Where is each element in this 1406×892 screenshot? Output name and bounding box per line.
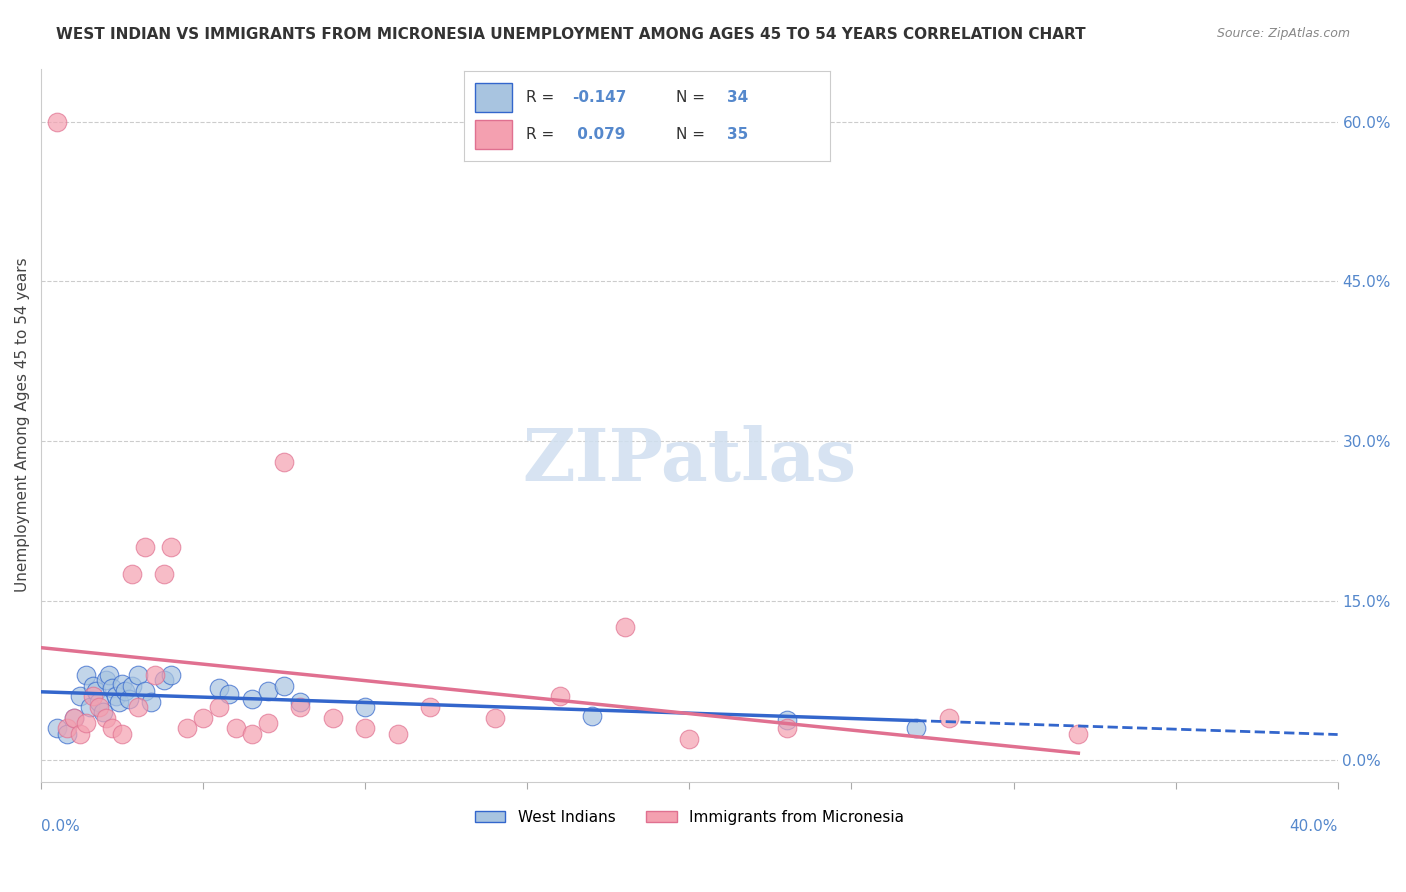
Text: ZIPatlas: ZIPatlas — [522, 425, 856, 496]
Point — [143, 668, 166, 682]
Point — [101, 721, 124, 735]
Point — [257, 684, 280, 698]
Point — [419, 700, 441, 714]
Point — [938, 711, 960, 725]
Text: R =: R = — [526, 90, 560, 104]
Point — [76, 668, 98, 682]
Point — [153, 567, 176, 582]
Point — [104, 690, 127, 704]
Text: 0.079: 0.079 — [572, 128, 626, 142]
Text: WEST INDIAN VS IMMIGRANTS FROM MICRONESIA UNEMPLOYMENT AMONG AGES 45 TO 54 YEARS: WEST INDIAN VS IMMIGRANTS FROM MICRONESI… — [56, 27, 1085, 42]
Point — [56, 726, 79, 740]
Bar — [475, 120, 512, 149]
Point — [240, 726, 263, 740]
Legend: West Indians, Immigrants from Micronesia: West Indians, Immigrants from Micronesia — [468, 804, 910, 831]
Point — [69, 726, 91, 740]
Point — [62, 711, 84, 725]
Point — [905, 721, 928, 735]
Point — [127, 668, 149, 682]
Point — [114, 684, 136, 698]
Point — [46, 114, 69, 128]
Point — [354, 700, 377, 714]
Point — [89, 695, 111, 709]
Point — [134, 541, 156, 555]
Point — [82, 690, 104, 704]
Text: 34: 34 — [727, 90, 748, 104]
Text: 35: 35 — [727, 128, 748, 142]
Point — [134, 684, 156, 698]
Point — [127, 700, 149, 714]
Point — [56, 721, 79, 735]
Point — [581, 708, 603, 723]
Point — [273, 455, 295, 469]
Text: N =: N = — [676, 128, 710, 142]
Point — [613, 620, 636, 634]
Point — [257, 716, 280, 731]
Point — [225, 721, 247, 735]
Text: 0.0%: 0.0% — [41, 819, 80, 834]
Point — [111, 676, 134, 690]
Point — [159, 541, 181, 555]
Point — [46, 721, 69, 735]
Point — [69, 690, 91, 704]
Point — [176, 721, 198, 735]
Point — [91, 706, 114, 720]
Bar — [475, 83, 512, 112]
Text: R =: R = — [526, 128, 560, 142]
Point — [208, 700, 231, 714]
Point — [290, 700, 312, 714]
Text: N =: N = — [676, 90, 710, 104]
Point — [290, 695, 312, 709]
Point — [153, 673, 176, 688]
Point — [775, 721, 797, 735]
Point — [354, 721, 377, 735]
Point — [775, 713, 797, 727]
Point — [240, 691, 263, 706]
Point — [193, 711, 215, 725]
Point — [678, 731, 700, 746]
Point — [101, 681, 124, 695]
Point — [108, 695, 131, 709]
Point — [218, 687, 240, 701]
Point — [94, 673, 117, 688]
Text: Source: ZipAtlas.com: Source: ZipAtlas.com — [1216, 27, 1350, 40]
Point — [121, 567, 143, 582]
Point — [548, 690, 571, 704]
Point — [98, 668, 121, 682]
Point — [159, 668, 181, 682]
Point — [117, 691, 139, 706]
Point — [1067, 726, 1090, 740]
Point — [322, 711, 344, 725]
Point — [387, 726, 409, 740]
Point — [82, 679, 104, 693]
Point — [76, 716, 98, 731]
Point — [484, 711, 506, 725]
Point — [62, 711, 84, 725]
Point — [94, 711, 117, 725]
Point — [141, 695, 163, 709]
Y-axis label: Unemployment Among Ages 45 to 54 years: Unemployment Among Ages 45 to 54 years — [15, 258, 30, 592]
Point — [79, 700, 101, 714]
Point — [84, 684, 107, 698]
Text: -0.147: -0.147 — [572, 90, 626, 104]
Point — [208, 681, 231, 695]
Point — [89, 700, 111, 714]
Point — [121, 679, 143, 693]
Point — [273, 679, 295, 693]
Text: 40.0%: 40.0% — [1289, 819, 1337, 834]
Point — [111, 726, 134, 740]
